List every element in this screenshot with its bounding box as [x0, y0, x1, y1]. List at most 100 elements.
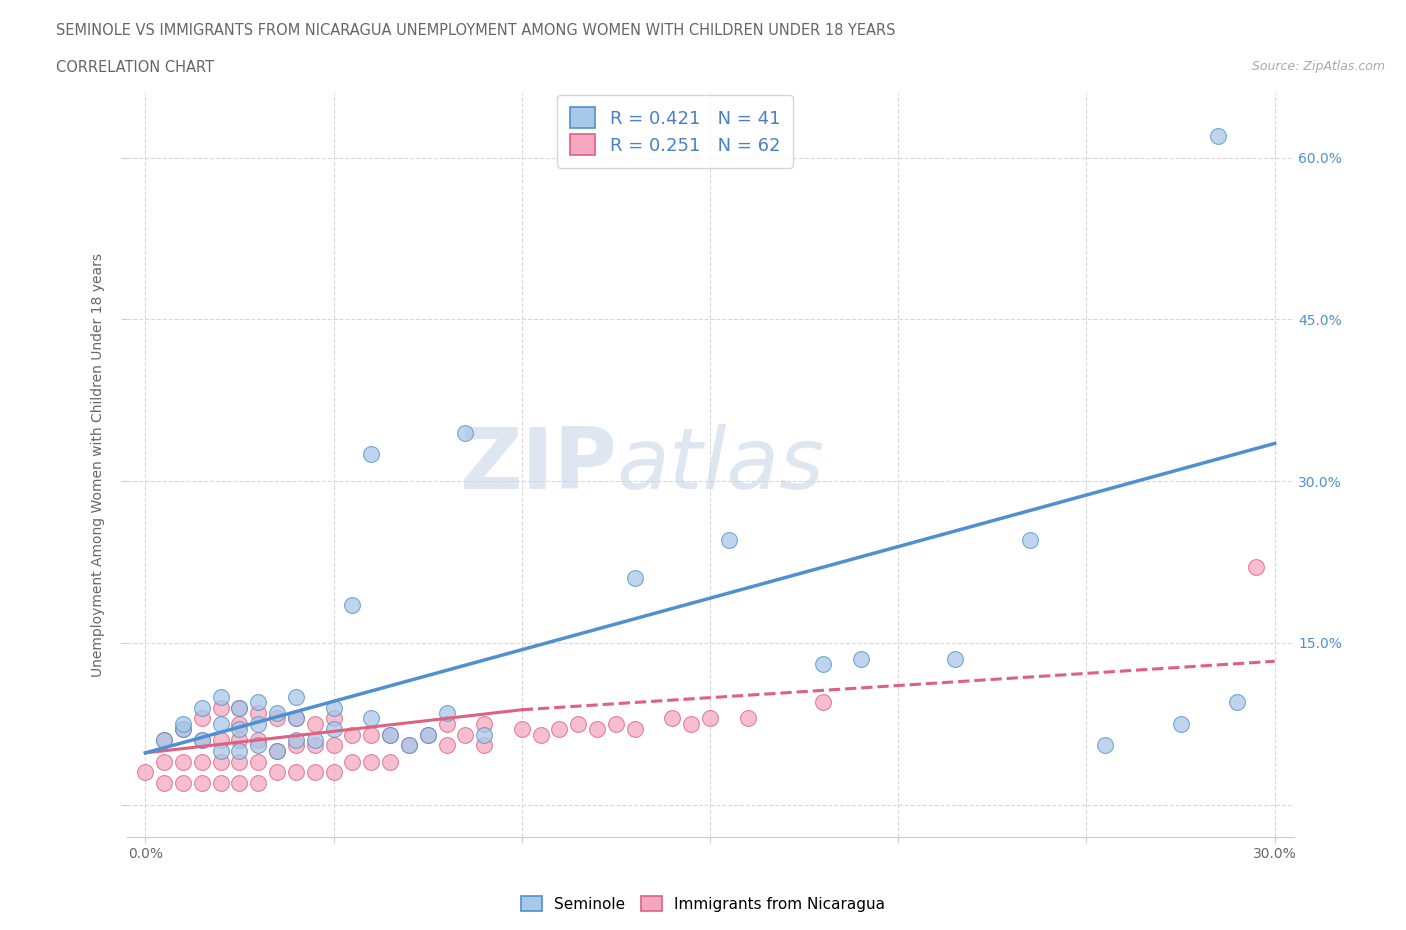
Point: [228, 776, 250, 790]
Point: [266, 706, 288, 721]
Text: ZIP: ZIP: [458, 423, 617, 507]
Point: [416, 727, 439, 742]
Point: [284, 733, 307, 748]
Point: [209, 716, 232, 731]
Point: [342, 598, 364, 613]
Point: [191, 733, 214, 748]
Point: [342, 754, 364, 769]
Point: [284, 737, 307, 752]
Point: [416, 727, 439, 742]
Text: atlas: atlas: [617, 423, 825, 507]
Point: [1226, 695, 1249, 710]
Point: [228, 743, 250, 758]
Point: [191, 776, 214, 790]
Point: [322, 737, 344, 752]
Point: [304, 733, 326, 748]
Point: [398, 737, 420, 752]
Point: [247, 754, 270, 769]
Point: [605, 716, 627, 731]
Point: [849, 652, 872, 667]
Point: [228, 733, 250, 748]
Point: [266, 743, 288, 758]
Point: [1170, 716, 1192, 731]
Point: [247, 706, 270, 721]
Text: Source: ZipAtlas.com: Source: ZipAtlas.com: [1251, 60, 1385, 73]
Point: [436, 716, 458, 731]
Point: [737, 711, 759, 725]
Point: [209, 754, 232, 769]
Point: [172, 776, 194, 790]
Legend: R = 0.421   N = 41, R = 0.251   N = 62: R = 0.421 N = 41, R = 0.251 N = 62: [557, 95, 793, 168]
Point: [360, 446, 382, 461]
Point: [172, 754, 194, 769]
Point: [172, 722, 194, 737]
Point: [586, 722, 609, 737]
Point: [304, 764, 326, 779]
Point: [530, 727, 553, 742]
Point: [247, 695, 270, 710]
Point: [454, 727, 477, 742]
Point: [360, 727, 382, 742]
Point: [304, 716, 326, 731]
Point: [191, 700, 214, 715]
Text: SEMINOLE VS IMMIGRANTS FROM NICARAGUA UNEMPLOYMENT AMONG WOMEN WITH CHILDREN UND: SEMINOLE VS IMMIGRANTS FROM NICARAGUA UN…: [56, 23, 896, 38]
Point: [153, 733, 176, 748]
Point: [360, 754, 382, 769]
Point: [811, 695, 834, 710]
Point: [322, 711, 344, 725]
Point: [472, 716, 495, 731]
Point: [153, 754, 176, 769]
Point: [322, 722, 344, 737]
Point: [943, 652, 966, 667]
Point: [548, 722, 571, 737]
Point: [209, 700, 232, 715]
Point: [699, 711, 721, 725]
Point: [266, 743, 288, 758]
Point: [191, 711, 214, 725]
Point: [811, 657, 834, 671]
Point: [247, 733, 270, 748]
Point: [510, 722, 533, 737]
Point: [153, 733, 176, 748]
Point: [1244, 560, 1267, 575]
Point: [436, 737, 458, 752]
Point: [228, 716, 250, 731]
Point: [342, 727, 364, 742]
Point: [284, 689, 307, 704]
Point: [322, 764, 344, 779]
Point: [398, 737, 420, 752]
Point: [472, 727, 495, 742]
Point: [284, 711, 307, 725]
Point: [360, 711, 382, 725]
Point: [454, 425, 477, 440]
Point: [191, 733, 214, 748]
Point: [247, 737, 270, 752]
Point: [661, 711, 683, 725]
Point: [228, 722, 250, 737]
Point: [134, 764, 156, 779]
Point: [378, 754, 401, 769]
Legend: Seminole, Immigrants from Nicaragua: Seminole, Immigrants from Nicaragua: [515, 889, 891, 918]
Point: [681, 716, 703, 731]
Point: [284, 764, 307, 779]
Point: [228, 700, 250, 715]
Point: [172, 716, 194, 731]
Point: [228, 754, 250, 769]
Point: [228, 700, 250, 715]
Point: [1206, 128, 1229, 143]
Point: [567, 716, 589, 731]
Point: [378, 727, 401, 742]
Point: [623, 571, 645, 586]
Point: [209, 733, 232, 748]
Point: [209, 776, 232, 790]
Point: [304, 737, 326, 752]
Point: [472, 737, 495, 752]
Point: [247, 716, 270, 731]
Point: [266, 711, 288, 725]
Point: [247, 776, 270, 790]
Point: [1019, 533, 1042, 548]
Point: [266, 764, 288, 779]
Point: [436, 706, 458, 721]
Point: [209, 743, 232, 758]
Y-axis label: Unemployment Among Women with Children Under 18 years: Unemployment Among Women with Children U…: [91, 253, 105, 677]
